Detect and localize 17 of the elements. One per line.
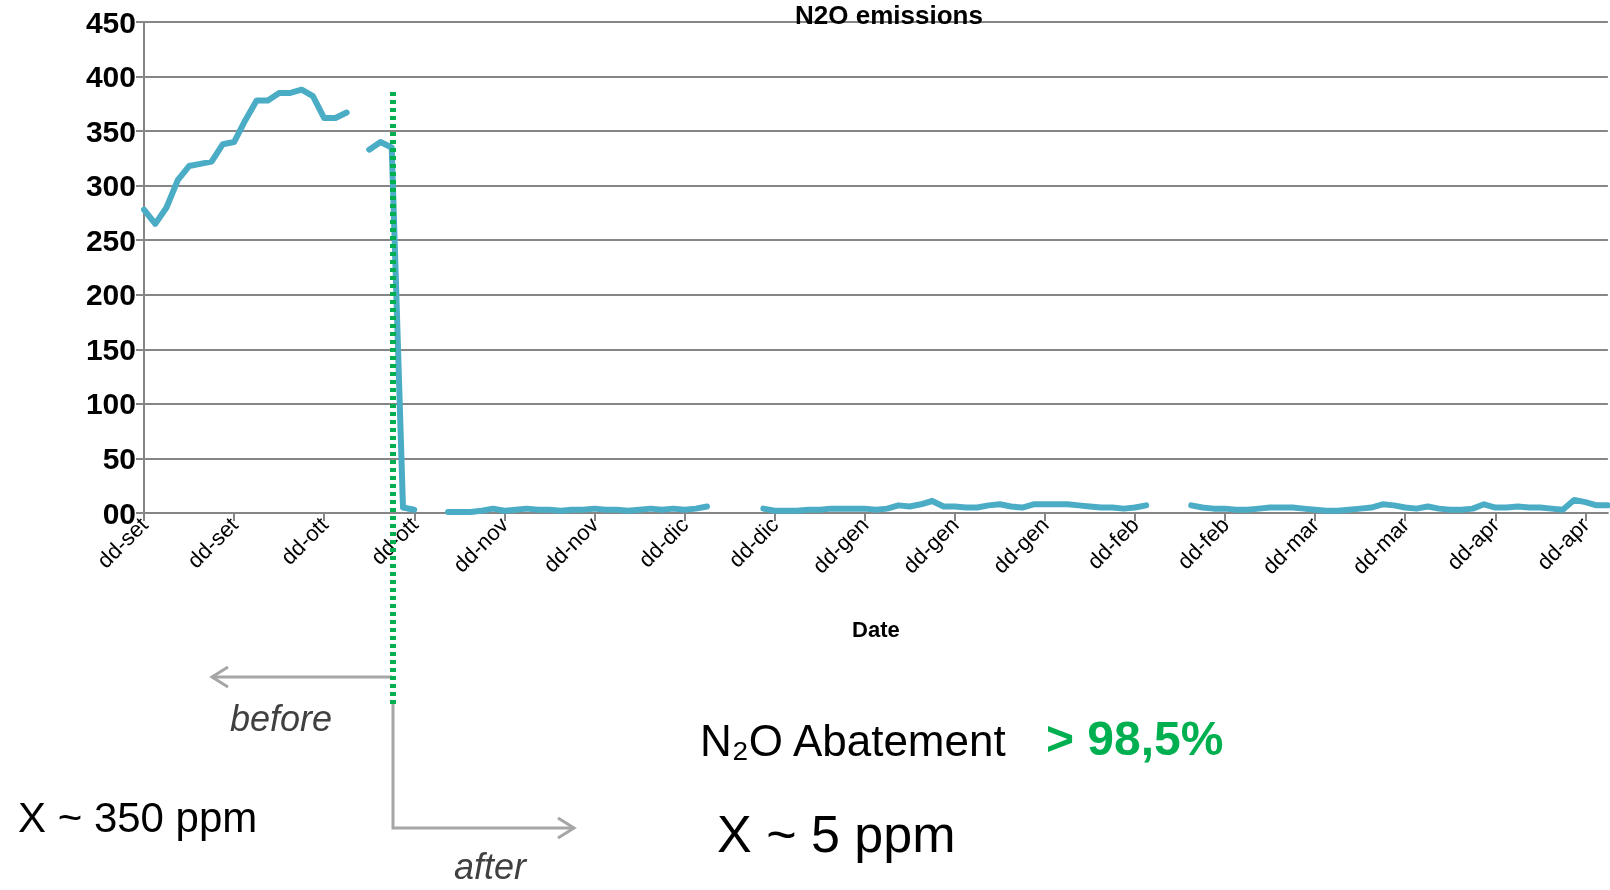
y-tick-label: 100 — [85, 387, 136, 421]
x-axis-title: Date — [852, 616, 900, 642]
text: before — [230, 697, 333, 739]
y-tick-label: 200 — [85, 278, 136, 312]
y-tick-label: 350 — [85, 114, 136, 148]
y-tick-label: 150 — [85, 332, 136, 366]
text: X ~ 350 ppm — [18, 793, 258, 841]
text: after — [454, 845, 529, 887]
y-tick-label: 50 — [102, 441, 136, 475]
text: X ~ 5 ppm — [717, 805, 956, 863]
text: > 98,5% — [1046, 711, 1224, 765]
y-tick-label: 250 — [85, 223, 136, 257]
chart-title: N2O emissions — [795, 0, 983, 30]
y-tick-label: 300 — [85, 169, 136, 203]
y-tick-label: 450 — [85, 5, 136, 39]
y-tick-label: 400 — [85, 60, 136, 94]
text: N₂O Abatement — [700, 715, 1006, 765]
